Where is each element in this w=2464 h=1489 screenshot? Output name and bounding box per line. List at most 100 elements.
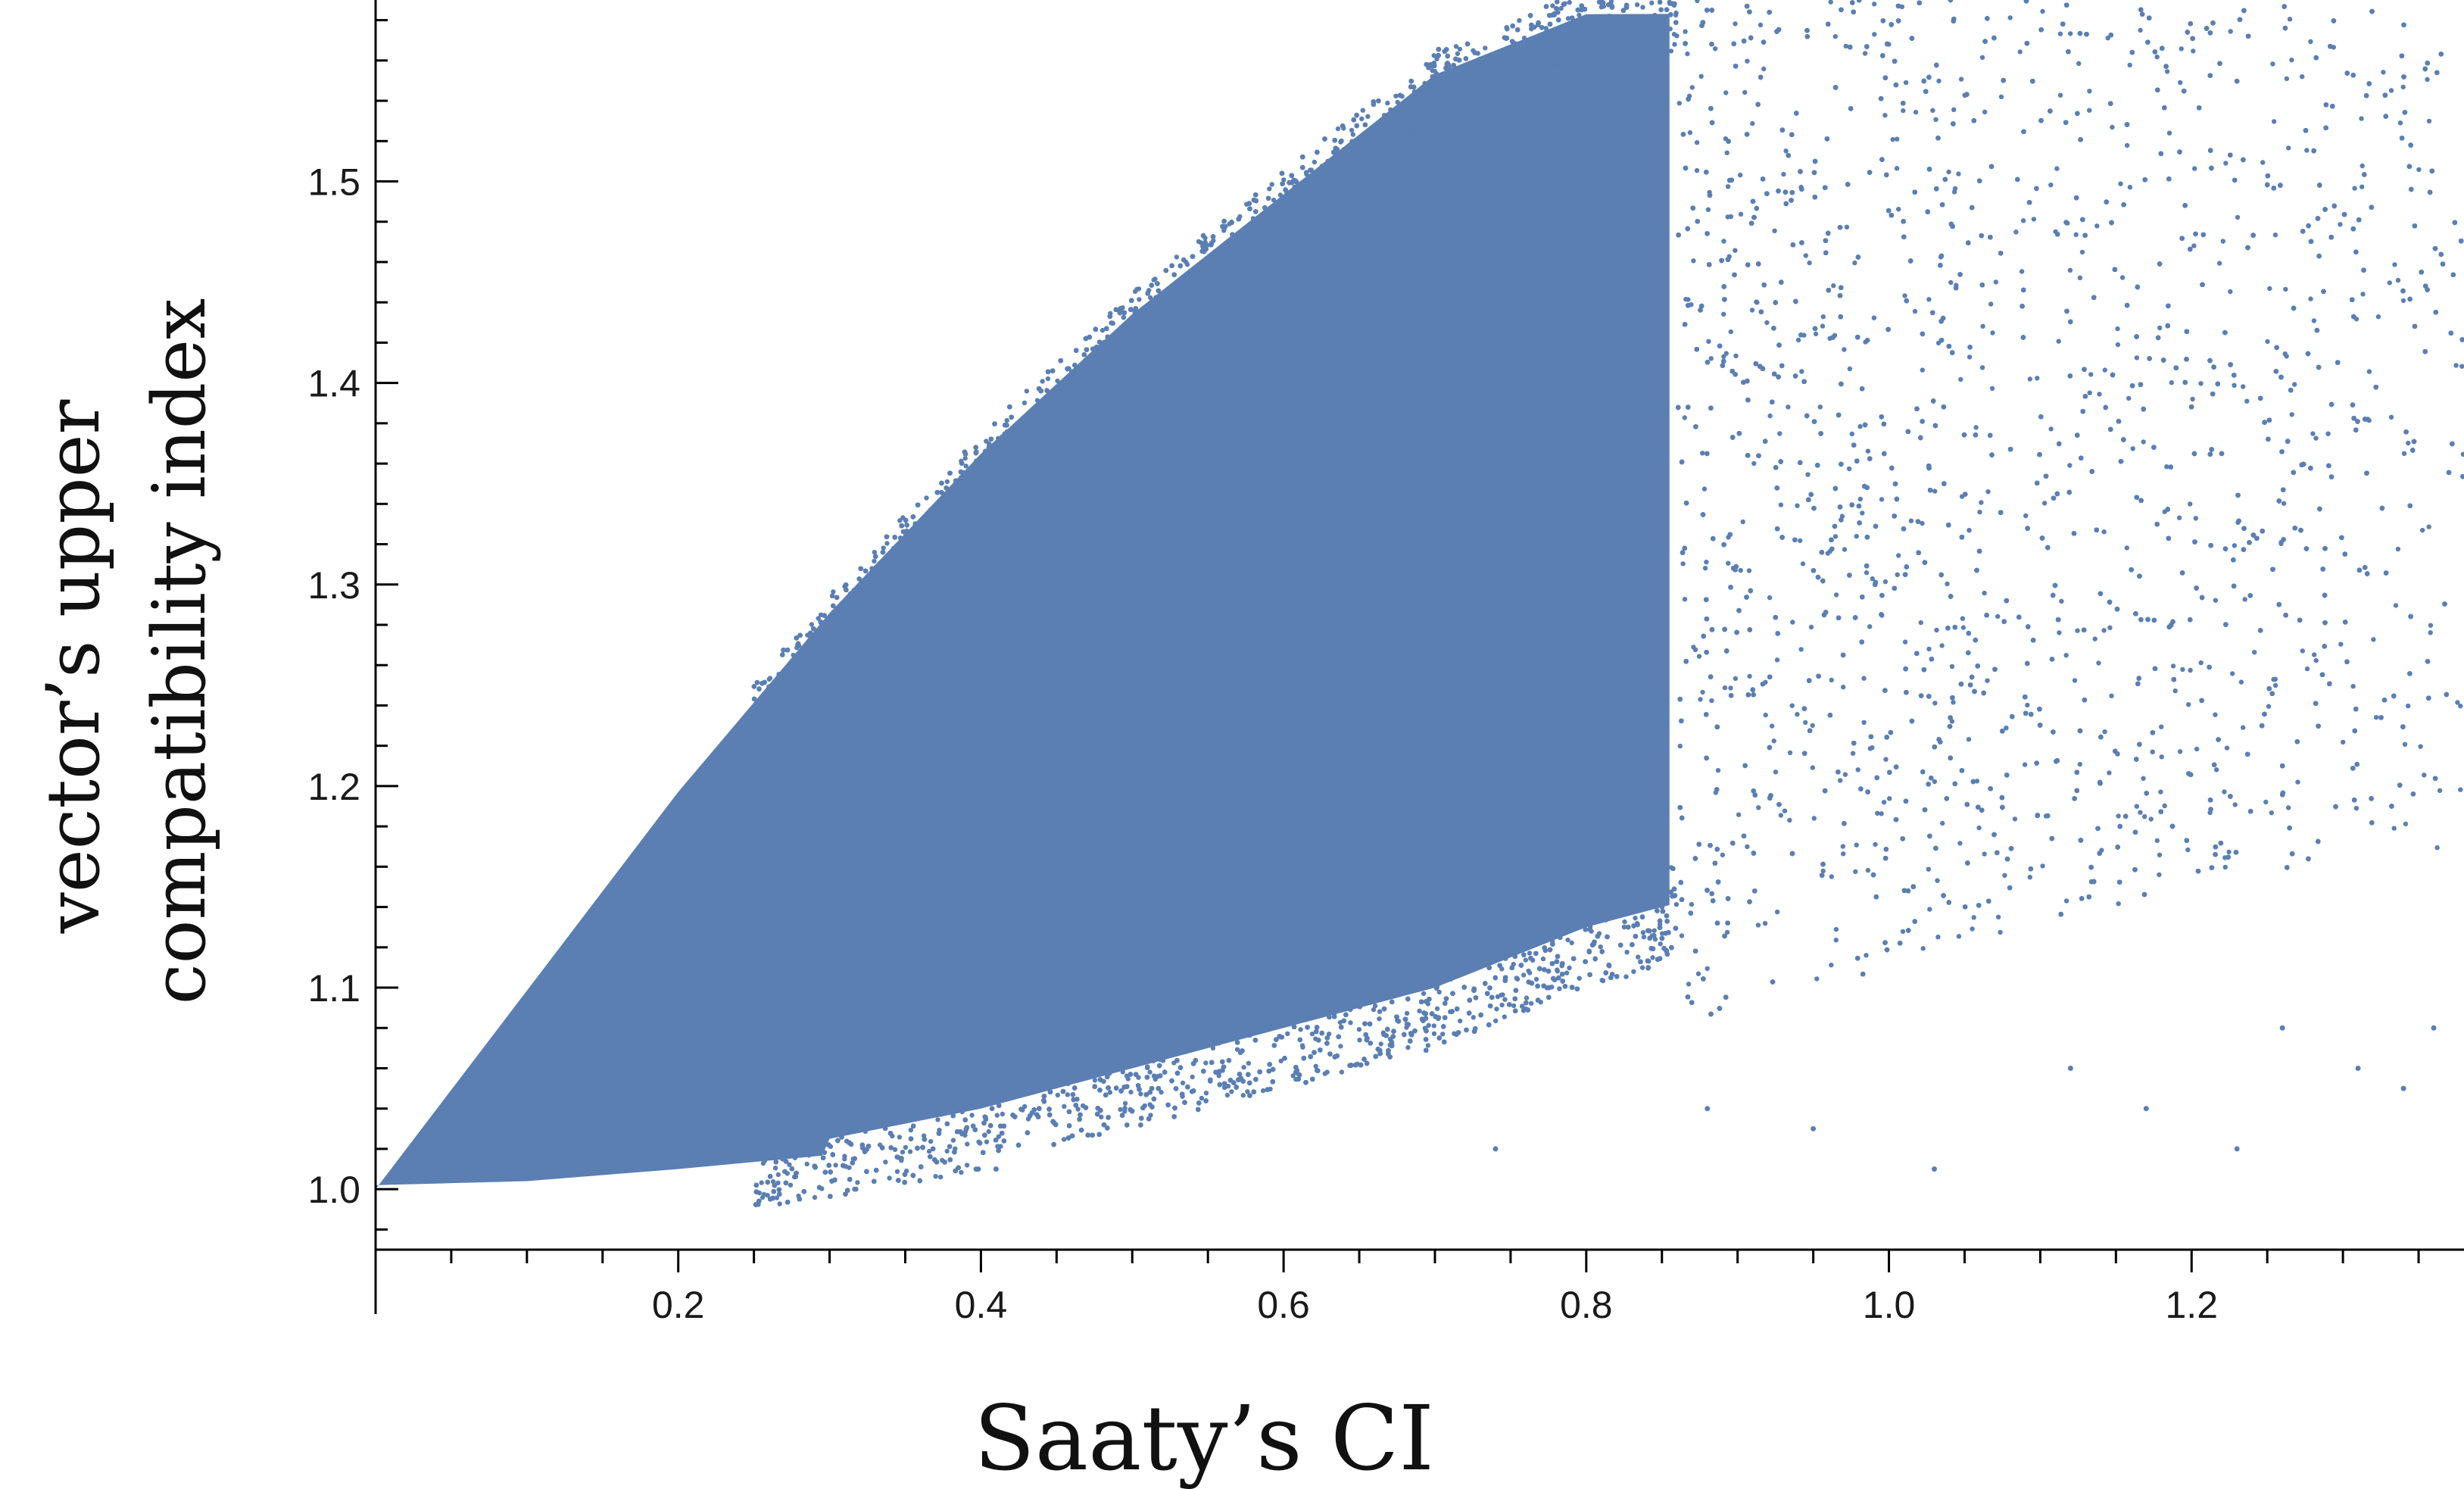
scatter-point [1631, 969, 1636, 975]
scatter-point [1993, 279, 1998, 285]
scatter-point [1308, 979, 1315, 985]
scatter-point [2169, 380, 2174, 386]
scatter-point [1715, 768, 1721, 773]
scatter-point [2198, 660, 2204, 666]
scatter-point [1198, 240, 1204, 245]
scatter-point [1187, 310, 1193, 315]
scatter-point [1648, 43, 1654, 48]
scatter-point [1956, 934, 1962, 939]
scatter-point [884, 541, 890, 546]
scatter-point [1543, 30, 1549, 35]
scatter-point [938, 1174, 943, 1180]
scatter-point [1006, 1064, 1012, 1070]
scatter-point [1356, 1027, 1362, 1032]
scatter-point [1733, 676, 1739, 682]
scatter-point [1778, 502, 1784, 507]
scatter-point [2263, 799, 2269, 805]
scatter-point [1979, 365, 1985, 370]
scatter-point [2109, 693, 2114, 698]
scatter-point [950, 1138, 956, 1143]
scatter-point [1951, 700, 1956, 705]
scatter-point [1896, 207, 1901, 212]
scatter-point [2096, 660, 2101, 666]
scatter-point [2177, 749, 2183, 754]
scatter-point [1736, 812, 1742, 817]
scatter-point [754, 1117, 760, 1123]
scatter-point [1565, 937, 1570, 943]
scatter-point [2213, 767, 2219, 773]
scatter-point [754, 1125, 759, 1130]
scatter-point [2271, 119, 2277, 124]
scatter-point [1112, 1047, 1118, 1052]
scatter-point [1426, 1022, 1431, 1029]
scatter-point [938, 1111, 944, 1117]
scatter-point [795, 642, 800, 648]
scatter-point [839, 607, 844, 613]
scatter-point [1825, 551, 1830, 556]
scatter-point [1493, 954, 1499, 959]
scatter-point [1879, 811, 1884, 816]
scatter-point [2460, 451, 2464, 457]
scatter-point [902, 1082, 908, 1088]
scatter-point [1833, 592, 1839, 598]
scatter-point [1630, 33, 1636, 39]
scatter-point [1128, 1045, 1133, 1051]
scatter-point [1702, 566, 1708, 571]
scatter-point [1377, 1016, 1382, 1022]
scatter-point [1971, 915, 1976, 920]
scatter-point [982, 1091, 987, 1097]
scatter-point [1755, 922, 1761, 928]
scatter-point [1517, 935, 1524, 941]
scatter-point [1422, 80, 1427, 86]
scatter-point [1513, 63, 1519, 68]
scatter-point [1817, 404, 1823, 410]
scatter-point [1934, 627, 1939, 633]
scatter-point [1808, 624, 1814, 630]
scatter-point [812, 1149, 818, 1155]
scatter-point [1404, 1010, 1410, 1016]
scatter-point [2458, 704, 2463, 709]
scatter-point [1292, 184, 1297, 189]
scatter-point [1122, 1100, 1128, 1107]
scatter-point [1105, 379, 1110, 384]
scatter-point [1970, 926, 1975, 932]
scatter-point [833, 1163, 838, 1168]
scatter-point [1267, 186, 1272, 192]
scatter-point [1128, 1089, 1134, 1095]
scatter-point [1385, 100, 1390, 106]
scatter-point [1679, 933, 1685, 938]
scatter-point [837, 1100, 844, 1105]
scatter-point [1526, 968, 1531, 974]
scatter-point [1471, 1015, 1477, 1020]
scatter-point [1366, 994, 1372, 1000]
scatter-point [1694, 140, 1700, 145]
scatter-point [1499, 1002, 1505, 1008]
scatter-point [887, 1175, 892, 1181]
scatter-point [1580, 913, 1586, 919]
scatter-point [1000, 1111, 1006, 1117]
scatter-point [1520, 71, 1526, 77]
scatter-point [1795, 712, 1800, 717]
scatter-point [907, 1149, 913, 1154]
scatter-point [1099, 1114, 1104, 1120]
scatter-point [1067, 1057, 1072, 1063]
scatter-point [1193, 1041, 1199, 1046]
scatter-point [1062, 1103, 1067, 1110]
scatter-point [1849, 431, 1854, 437]
scatter-point [2119, 275, 2126, 280]
scatter-point [1559, 63, 1564, 69]
scatter-point [1694, 167, 1700, 173]
scatter-point [1417, 1008, 1422, 1014]
scatter-point [996, 484, 1002, 489]
scatter-point [1542, 53, 1547, 58]
scatter-point [2353, 806, 2360, 811]
scatter-point [1573, 895, 1578, 901]
scatter-point [1110, 1068, 1115, 1073]
scatter-point [1621, 924, 1627, 930]
scatter-point [872, 558, 877, 564]
scatter-point [788, 1182, 794, 1188]
scatter-point [828, 1128, 833, 1134]
scatter-point [839, 1127, 845, 1132]
scatter-point [1134, 286, 1140, 292]
scatter-point [2313, 657, 2319, 663]
